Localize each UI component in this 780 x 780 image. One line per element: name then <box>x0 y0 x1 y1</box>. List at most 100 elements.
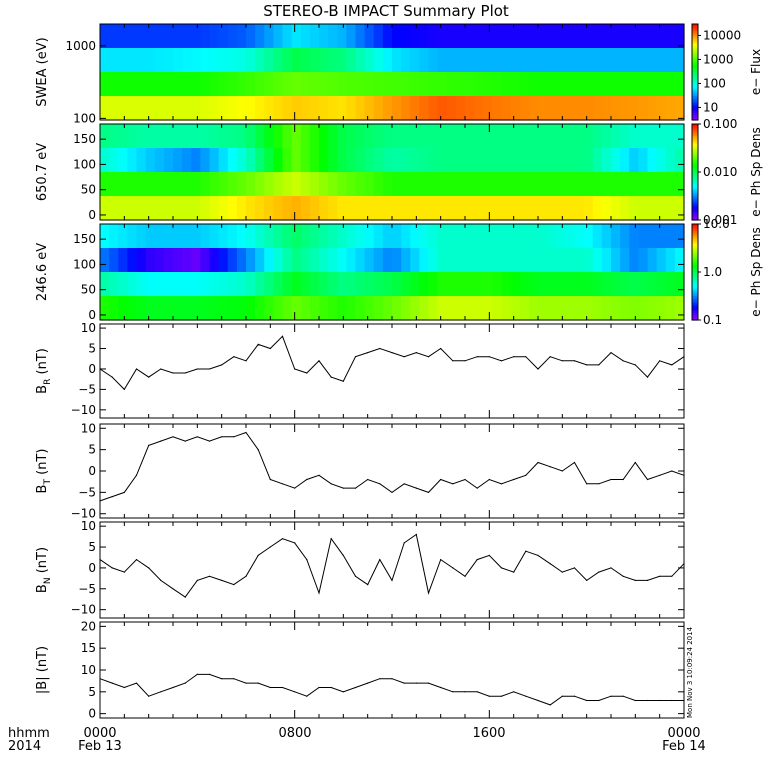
heatmap-cell <box>565 72 576 97</box>
colorbar-swatch <box>692 93 698 97</box>
panel-frame <box>99 423 685 519</box>
heatmap-cell <box>191 148 201 173</box>
heatmap-cell <box>419 148 430 173</box>
colorbar-swatch <box>692 315 698 319</box>
heatmap-cell <box>100 96 110 121</box>
heatmap-cell <box>127 272 138 297</box>
heatmap-cell <box>665 96 676 121</box>
heatmap-cell <box>182 148 192 173</box>
heatmap-cell <box>291 72 302 97</box>
data-point <box>598 699 600 702</box>
data-point <box>208 673 211 676</box>
heatmap-cell <box>401 248 411 273</box>
heatmap-cell <box>492 96 503 121</box>
data-point <box>160 368 162 370</box>
data-point <box>269 546 271 548</box>
heatmap-cell <box>173 148 183 173</box>
colorbar-swatch <box>692 305 698 309</box>
heatmap-cell <box>574 248 585 273</box>
colorbar-swatch <box>692 288 698 292</box>
heatmap-cell <box>200 96 211 121</box>
heatmap-cell <box>373 248 384 273</box>
heatmap-cell <box>246 196 256 221</box>
heatmap-cells <box>100 224 685 321</box>
heatmap-cell <box>565 296 576 321</box>
heatmap-cell <box>291 272 302 297</box>
heatmap-cell <box>337 96 347 121</box>
heatmap-cell <box>163 72 174 97</box>
colorbar-swatch <box>692 150 698 154</box>
y-tick-label: 0 <box>88 707 96 721</box>
heatmap-cell <box>218 172 229 197</box>
heatmap-cell <box>373 24 384 49</box>
heatmap-cell <box>392 296 402 321</box>
heatmap-cell <box>264 124 274 149</box>
heatmap-cell <box>182 272 192 297</box>
heatmap-cell <box>656 96 667 121</box>
heatmap-cell <box>647 272 658 297</box>
heatmap-cell <box>154 224 165 249</box>
colorbar-swatch <box>692 188 698 192</box>
heatmap-cell <box>620 248 630 273</box>
data-point <box>245 575 247 577</box>
heatmap-cell <box>483 148 493 173</box>
heatmap-cell <box>364 172 375 197</box>
heatmap-cell <box>218 24 229 49</box>
heatmap-cell <box>446 196 457 221</box>
colorbar-swatch <box>692 62 698 66</box>
colorbar-tick-label: 10000 <box>703 28 741 42</box>
heatmap-cell <box>218 48 229 73</box>
colorbar-swatch <box>692 88 698 92</box>
heatmap-cell <box>373 124 384 149</box>
heatmap-cell <box>346 296 357 321</box>
heatmap-cell <box>647 72 658 97</box>
heatmap-cell <box>665 24 676 49</box>
colorbar-swatch <box>692 128 698 132</box>
heatmap-cell <box>145 224 156 249</box>
heatmap-cell <box>446 224 457 249</box>
heatmap-cell <box>136 124 147 149</box>
heatmap-cell <box>510 96 521 121</box>
heatmap-cell <box>574 48 585 73</box>
heatmap-cell <box>556 272 566 297</box>
heatmap-cell <box>127 48 138 73</box>
time-axis-footer: hhmm 2014 0000 Feb 13 0800 1600 0000 Feb… <box>8 626 706 754</box>
heatmap-cell <box>236 196 247 221</box>
heatmap-cell <box>583 296 594 321</box>
heatmap-cell <box>382 96 393 121</box>
panel-bn: BN (nT) −10 −5 0 5 10 <box>35 519 685 619</box>
heatmap-cell <box>319 248 329 273</box>
heatmap-cell <box>227 248 238 273</box>
heatmap-cell <box>255 124 265 149</box>
heatmap-cell <box>410 96 420 121</box>
heatmap-cell <box>446 296 457 321</box>
heatmap-cell <box>656 172 667 197</box>
data-point <box>111 567 113 569</box>
heatmap-cell <box>556 96 566 121</box>
colorbar-swatch <box>692 193 698 197</box>
heatmap-cell <box>319 96 329 121</box>
heatmap-cell <box>410 124 420 149</box>
end-time-label: 0000 <box>667 726 700 741</box>
heatmap-cell <box>309 48 320 73</box>
heatmap-cell <box>264 172 274 197</box>
heatmap-cell <box>565 172 576 197</box>
data-point <box>233 584 235 586</box>
colorbar-label: e− Ph Sp Dens <box>749 127 763 216</box>
heatmap-cell <box>437 148 448 173</box>
heatmap-cell <box>145 24 156 49</box>
heatmap-cell <box>182 172 192 197</box>
heatmap-cell <box>154 172 165 197</box>
heatmap-cell <box>337 296 347 321</box>
heatmap-cell <box>145 248 156 273</box>
colorbar-swatch <box>692 84 698 87</box>
heatmap-cell <box>127 296 138 321</box>
data-point <box>500 695 503 697</box>
colorbar-swatch <box>692 264 698 268</box>
data-point <box>452 483 454 485</box>
panel-bmag: |B| (nT) 0 5 10 15 20 <box>35 619 685 721</box>
heatmap-cell <box>510 224 521 249</box>
heatmap-cell <box>100 224 110 249</box>
end-date-label: Feb 14 <box>662 739 706 754</box>
heatmap-cell <box>538 48 548 73</box>
